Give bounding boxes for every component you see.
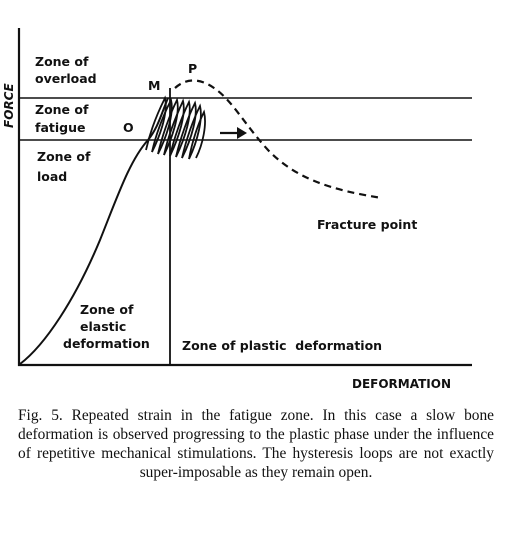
zone-elastic-line1: Zone of [80,302,134,317]
zone-overload-line2: overload [35,71,97,86]
point-m-label: M [148,78,160,93]
force-deformation-diagram: FORCE DEFORMATION Zone of overload Zone … [2,28,472,391]
loading-curve [19,97,169,365]
zone-load-line2: load [37,169,67,184]
y-axis-label: FORCE [2,83,16,128]
zone-elastic-line3: deformation [63,336,150,351]
zone-plastic-label: Zone of plastic deformation [182,338,382,353]
zone-overload-line1: Zone of [35,54,89,69]
fracture-point-label: Fracture point [317,217,417,232]
x-axis-label: DEFORMATION [352,377,451,391]
progression-arrow [220,127,247,139]
hysteresis-loops [145,95,206,160]
zone-elastic-line2: elastic [80,319,126,334]
zone-load-line1: Zone of [37,149,91,164]
post-peak-dashed-curve [174,79,383,200]
zone-fatigue-line1: Zone of [35,102,89,117]
point-p-label: P [188,61,197,76]
point-o-label: O [123,120,134,135]
zone-fatigue-line2: fatigue [35,120,85,135]
figure-caption: Fig. 5. Repeated strain in the fatigue z… [18,407,494,481]
